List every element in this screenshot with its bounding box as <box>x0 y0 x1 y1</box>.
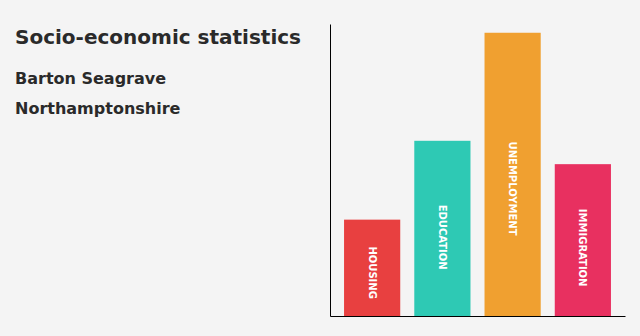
y-axis <box>330 25 331 317</box>
bar <box>414 141 470 316</box>
category-label: IMMIGRATION <box>577 209 588 287</box>
chart: Socio-economic statistics Barton Seagrave… <box>0 0 640 336</box>
x-axis-line <box>331 316 626 317</box>
category-label: EDUCATION <box>437 205 448 270</box>
category-label: UNEMPLOYMENT <box>507 142 518 236</box>
bars <box>344 33 611 316</box>
title: Socio-economic statistics <box>15 25 301 49</box>
category-label: HOUSING <box>367 246 378 299</box>
subtitle: Barton Seagrave <box>15 69 166 88</box>
titles: Socio-economic statistics Barton Seagrave… <box>15 25 301 118</box>
x-axis <box>331 316 626 317</box>
bar-labels: HOUSING EDUCATION UNEMPLOYMENT IMMIGRATION <box>367 142 589 299</box>
bar <box>344 220 400 316</box>
bar <box>485 33 541 316</box>
bar <box>555 164 611 316</box>
subtitle: Northamptonshire <box>15 99 181 118</box>
y-axis-line <box>330 25 331 317</box>
